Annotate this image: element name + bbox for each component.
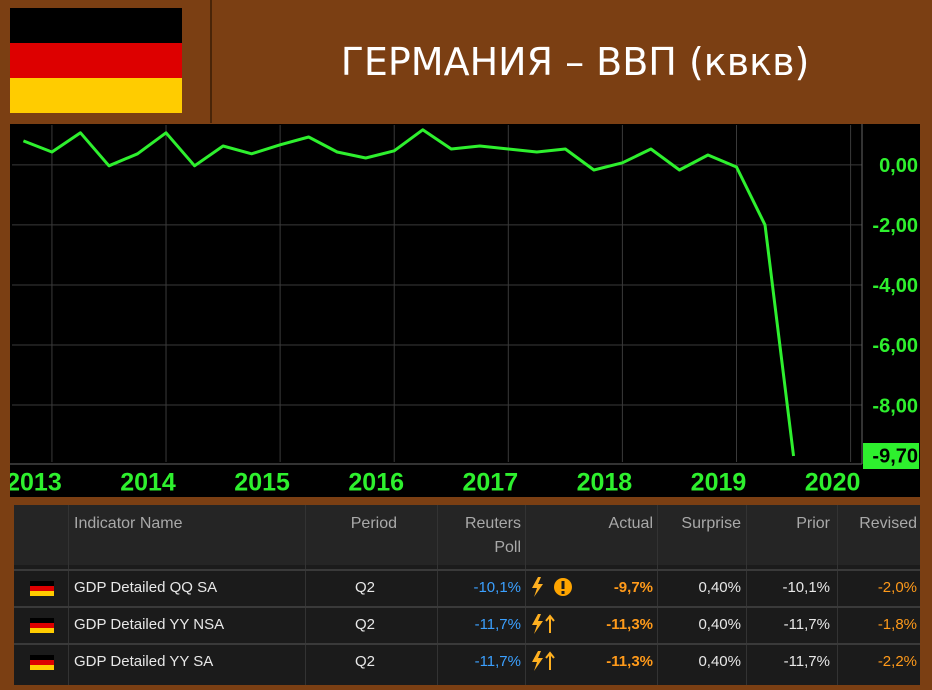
value-label-box bbox=[863, 442, 919, 469]
data-line bbox=[22, 128, 796, 457]
table-cell: GDP Detailed QQ SA bbox=[74, 579, 218, 596]
table-cell: -11,3% bbox=[606, 616, 653, 633]
column-separator bbox=[305, 505, 306, 685]
lightning-icon bbox=[532, 614, 543, 634]
row-separator bbox=[14, 606, 920, 608]
column-header: Surprise bbox=[681, 515, 741, 532]
column-separator bbox=[68, 505, 69, 685]
slide-title: ГЕРМАНИЯ – ВВП (квкв) bbox=[340, 40, 810, 84]
x-tick-label: 2020 bbox=[805, 469, 861, 497]
column-header: Actual bbox=[608, 515, 653, 532]
y-tick-label: -6,00 bbox=[872, 335, 918, 357]
x-tick-label: 2019 bbox=[691, 469, 747, 497]
indicator-table: Indicator Name Period Reuters Poll Actual Su… bbox=[14, 505, 920, 685]
table-cell: 0,40% bbox=[698, 653, 741, 670]
x-tick-label: 2014 bbox=[120, 469, 176, 497]
x-tick-label: 2017 bbox=[462, 469, 518, 497]
column-header: Period bbox=[350, 515, 397, 532]
flag-icon bbox=[30, 581, 54, 596]
column-separator bbox=[837, 505, 838, 685]
value-label: -9,70 bbox=[872, 445, 918, 467]
row-separator bbox=[14, 569, 920, 571]
up-arrow-icon bbox=[545, 651, 555, 670]
table-cell: Q2 bbox=[354, 579, 375, 596]
x-tick-label: 2015 bbox=[234, 469, 290, 497]
table-cell: -11,3% bbox=[606, 653, 653, 670]
row-separator bbox=[14, 643, 920, 645]
up-arrow-icon bbox=[545, 614, 555, 633]
table-cell: -11,7% bbox=[783, 653, 830, 670]
x-tick-label: 2018 bbox=[577, 469, 633, 497]
column-separator bbox=[437, 505, 438, 685]
table-cell: -2,0% bbox=[877, 579, 917, 596]
column-separator bbox=[525, 505, 526, 685]
table-cell: 0,40% bbox=[698, 616, 741, 633]
table-cell: -10,1% bbox=[782, 579, 830, 596]
y-tick-label: 0,00 bbox=[879, 155, 918, 177]
alert-icons bbox=[532, 651, 555, 671]
table-cell: -11,7% bbox=[783, 616, 830, 633]
table-cell: 0,40% bbox=[698, 579, 741, 596]
warning-dot bbox=[561, 591, 565, 594]
column-header: Prior bbox=[796, 515, 830, 532]
alert-icons bbox=[532, 614, 555, 634]
header-bg bbox=[14, 505, 920, 565]
y-tick-label: -2,00 bbox=[872, 215, 918, 237]
table-cell: Q2 bbox=[354, 653, 375, 670]
alert-icons bbox=[532, 577, 572, 597]
table-cell: -9,7% bbox=[613, 579, 653, 596]
lightning-icon bbox=[532, 577, 543, 597]
x-tick-label: 2016 bbox=[348, 469, 404, 497]
column-header: Revised bbox=[859, 515, 917, 532]
column-separator bbox=[746, 505, 747, 685]
column-separator bbox=[657, 505, 658, 685]
column-header: Indicator Name bbox=[74, 515, 183, 532]
table-cell: -1,8% bbox=[877, 616, 917, 633]
flag-icon bbox=[30, 618, 54, 633]
warning-mark bbox=[561, 581, 565, 589]
lightning-icon bbox=[532, 651, 543, 671]
table-cell: -11,7% bbox=[474, 616, 521, 633]
divider bbox=[210, 0, 212, 123]
flag-icon bbox=[30, 655, 54, 670]
y-tick-label: -4,00 bbox=[872, 275, 918, 297]
table-cell: GDP Detailed YY SA bbox=[74, 653, 214, 670]
table-cell: GDP Detailed YY NSA bbox=[74, 616, 225, 633]
column-header: Reuters Poll bbox=[464, 515, 521, 556]
table-cell: Q2 bbox=[354, 616, 375, 633]
y-tick-label: -8,00 bbox=[872, 395, 918, 417]
table-cell: -10,1% bbox=[473, 579, 521, 596]
flag bbox=[10, 8, 182, 113]
table-cell: -11,7% bbox=[474, 653, 521, 670]
x-tick-label: 2013 bbox=[10, 469, 62, 497]
chart: 0,00 -2,00 -4,00 -6,00 -8,00 2013 2014 2015 2016… bbox=[10, 124, 920, 497]
table-cell: -2,2% bbox=[877, 653, 917, 670]
